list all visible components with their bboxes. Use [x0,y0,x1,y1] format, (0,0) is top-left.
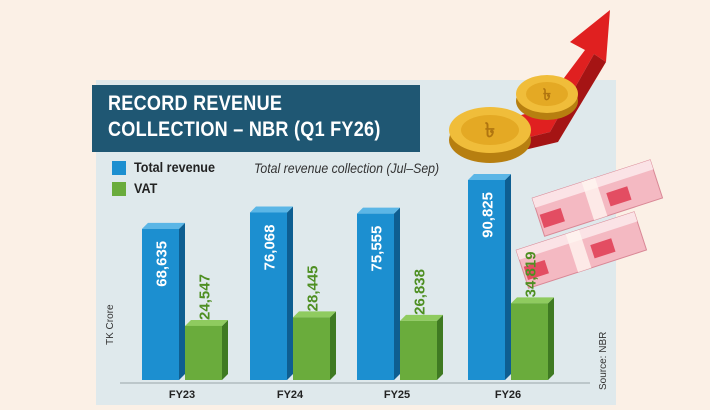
bar-total-revenue-fy23 [142,228,179,380]
x-tick-label-fy23: FY23 [169,389,195,401]
bar-group-fy23: 68,635 24,547 FY23 [142,222,228,401]
bar-side-total [505,174,511,380]
bar-side-vat [330,311,336,380]
legend-label-total: Total revenue [134,159,215,175]
bar-vat-fy23 [185,325,222,380]
bar-top-total [142,222,185,229]
chart-title-line-2: COLLECTION – NBR (Q1 FY26) [108,118,381,141]
legend-swatch-total [112,161,126,175]
coin-icon: ৳ [516,75,578,120]
legend-swatch-vat [112,182,126,196]
data-label-total-fy24: 76,068 [262,224,279,270]
bar-side-vat [437,314,443,380]
data-label-vat-fy25: 26,838 [412,269,429,315]
bar-group-fy26: 90,825 34,819 FY26 [468,174,554,401]
svg-text:৳: ৳ [485,118,495,142]
bar-vat-fy25 [400,320,437,380]
chart-title-line-1: RECORD REVENUE [108,92,283,115]
x-tick-label-fy24: FY24 [277,389,304,401]
bar-top-total [468,174,511,180]
x-tick-label-fy26: FY26 [495,389,521,401]
bar-vat-fy24 [293,317,330,380]
money-bundle-icon [515,159,664,289]
bar-side-total [287,206,293,380]
bar-group-fy25: 75,555 26,838 FY25 [357,207,443,401]
bar-total-revenue-fy25 [357,213,394,380]
bar-total-revenue-fy26 [468,180,505,380]
bar-side-vat [222,319,228,380]
coin-icon: ৳ [449,107,531,163]
data-label-total-fy26: 90,825 [480,192,497,238]
title-banner [92,85,420,152]
data-label-vat-fy24: 28,445 [305,265,322,311]
bar-top-vat [511,297,554,304]
bar-side-vat [548,297,554,380]
data-label-vat-fy23: 24,547 [197,274,214,320]
bar-top-vat [293,311,336,318]
bar-side-total [179,222,185,380]
bar-top-vat [185,319,228,326]
data-label-vat-fy26: 34,819 [523,251,540,297]
data-label-total-fy23: 68,635 [154,241,171,287]
legend-label-vat: VAT [134,180,158,196]
bar-top-total [250,206,293,213]
bar-top-vat [400,314,443,321]
data-label-total-fy25: 75,555 [369,226,386,272]
bar-side-total [394,207,400,380]
svg-text:৳: ৳ [543,85,551,104]
bar-vat-fy26 [511,303,548,380]
bar-group-fy24: 76,068 28,445 FY24 [250,206,336,401]
chart-subtitle: Total revenue collection (Jul–Sep) [254,160,440,176]
bar-top-total [357,207,400,214]
x-tick-label-fy25: FY25 [384,389,410,401]
bar-total-revenue-fy24 [250,212,287,380]
